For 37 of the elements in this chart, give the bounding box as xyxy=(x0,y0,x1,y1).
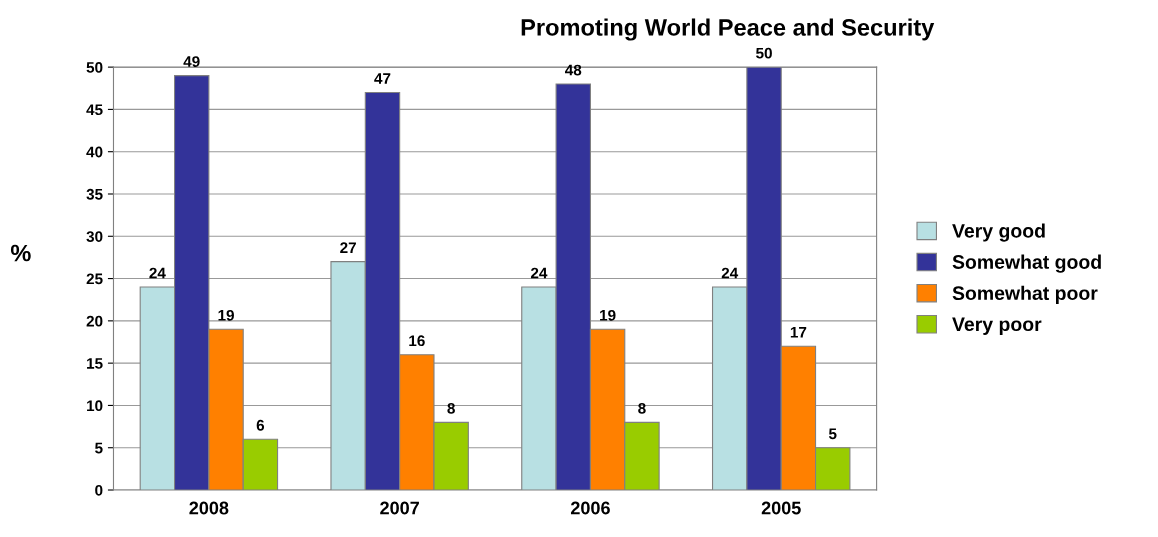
data-label: 19 xyxy=(600,309,616,321)
x-tick-label: 2008 xyxy=(189,501,229,515)
y-tick-label: 0 xyxy=(95,484,103,496)
data-label: 6 xyxy=(256,419,265,431)
data-label: 5 xyxy=(828,428,837,440)
legend-label: Somewhat poor xyxy=(952,285,1098,304)
data-label: 27 xyxy=(340,242,356,253)
data-label: 24 xyxy=(149,267,166,279)
data-label: 17 xyxy=(790,326,807,338)
legend-label: Very good xyxy=(952,223,1045,242)
data-label: 16 xyxy=(409,335,425,347)
y-tick-label: 5 xyxy=(95,442,103,454)
x-tick-label: 2005 xyxy=(761,501,801,515)
y-tick-label: 30 xyxy=(86,231,103,242)
data-label: 47 xyxy=(374,73,391,84)
x-tick-label: 2007 xyxy=(380,501,419,515)
data-label: 8 xyxy=(447,402,455,414)
data-label: 24 xyxy=(721,267,739,279)
data-label: 48 xyxy=(565,64,582,76)
data-label: 19 xyxy=(218,309,234,321)
chart-title: Promoting World Peace and Security xyxy=(521,18,935,41)
y-tick-label: 15 xyxy=(87,358,103,369)
y-tick-label: 40 xyxy=(86,146,103,158)
legend-label: Very poor xyxy=(952,317,1042,335)
y-tick-label: 35 xyxy=(86,188,103,200)
data-label: 8 xyxy=(638,402,646,414)
data-label: 49 xyxy=(183,56,200,68)
y-tick-label: 20 xyxy=(86,315,103,327)
y-axis-title: % xyxy=(10,244,31,262)
legend-label: Somewhat good xyxy=(952,254,1101,273)
y-tick-label: 25 xyxy=(86,273,103,285)
data-label: 50 xyxy=(756,47,772,59)
y-tick-label: 50 xyxy=(86,61,103,73)
data-label: 24 xyxy=(530,267,548,279)
y-tick-label: 10 xyxy=(87,400,103,412)
x-tick-label: 2006 xyxy=(570,501,610,515)
y-tick-label: 45 xyxy=(86,104,103,116)
